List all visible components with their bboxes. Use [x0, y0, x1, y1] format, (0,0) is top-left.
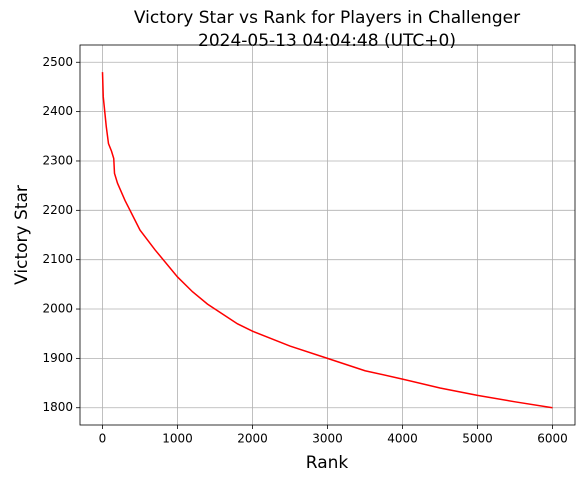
chart-subtitle: 2024-05-13 04:04:48 (UTC+0) — [198, 31, 456, 51]
x-tick-label: 2000 — [237, 432, 268, 446]
y-axis-label: Victory Star — [12, 185, 32, 285]
y-tick-label: 2300 — [42, 153, 73, 167]
x-tick-label: 1000 — [162, 432, 193, 446]
x-tick-label: 6000 — [537, 432, 568, 446]
x-tick-label: 0 — [99, 432, 107, 446]
y-tick-label: 2400 — [42, 104, 73, 118]
x-axis-label: Rank — [306, 453, 349, 473]
y-tick-label: 1800 — [42, 400, 73, 414]
y-tick-label: 1900 — [42, 351, 73, 365]
x-tick-label: 5000 — [462, 432, 493, 446]
x-tick-label: 3000 — [312, 432, 343, 446]
data-line — [101, 72, 553, 409]
y-tick-label: 2200 — [42, 203, 73, 217]
x-tick-label: 4000 — [387, 432, 418, 446]
plot-frame — [79, 44, 576, 426]
chart-title: Victory Star vs Rank for Players in Chal… — [134, 8, 520, 28]
y-tick-label: 2100 — [42, 252, 73, 266]
y-tick-label: 2000 — [42, 302, 73, 316]
y-tick-label: 2500 — [42, 55, 73, 69]
